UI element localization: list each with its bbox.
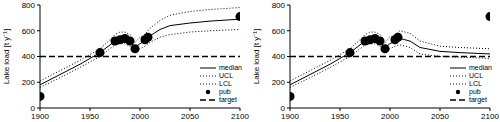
svg-text:200: 200 — [272, 78, 286, 87]
svg-text:1950: 1950 — [331, 112, 349, 121]
svg-text:200: 200 — [22, 78, 36, 87]
svg-text:2100: 2100 — [481, 112, 492, 121]
html-text:median: median — [469, 64, 492, 71]
svg-text:800: 800 — [272, 1, 286, 10]
svg-text:Lake load [t y⁻¹]: Lake load [t y⁻¹] — [252, 29, 261, 84]
html-text:target: target — [219, 96, 237, 103]
svg-text:1900: 1900 — [281, 112, 299, 121]
svg-text:2050: 2050 — [181, 112, 199, 121]
svg-text:1900: 1900 — [31, 112, 49, 121]
html-text:median: median — [219, 64, 242, 71]
svg-text:2100: 2100 — [231, 112, 249, 121]
svg-text:0: 0 — [281, 104, 286, 113]
html-text:target: target — [469, 96, 487, 103]
html-text:pub: pub — [219, 88, 231, 95]
html-text:LCL: LCL — [219, 80, 232, 87]
svg-text:0: 0 — [31, 104, 36, 113]
svg-text:600: 600 — [272, 27, 286, 36]
svg-text:1950: 1950 — [81, 112, 99, 121]
html-text:UCL: UCL — [219, 72, 233, 79]
html-text:pub: pub — [469, 88, 481, 95]
svg-text:2000: 2000 — [381, 112, 399, 121]
svg-text:Lake load [t y⁻¹]: Lake load [t y⁻¹] — [8, 29, 11, 84]
svg-text:2000: 2000 — [131, 112, 149, 121]
html-text:LCL: LCL — [469, 80, 482, 87]
svg-text:600: 600 — [22, 27, 36, 36]
svg-text:400: 400 — [22, 52, 36, 61]
svg-text:2050: 2050 — [431, 112, 449, 121]
svg-text:400: 400 — [272, 52, 286, 61]
svg-text:800: 800 — [22, 1, 36, 10]
html-text:UCL: UCL — [469, 72, 483, 79]
